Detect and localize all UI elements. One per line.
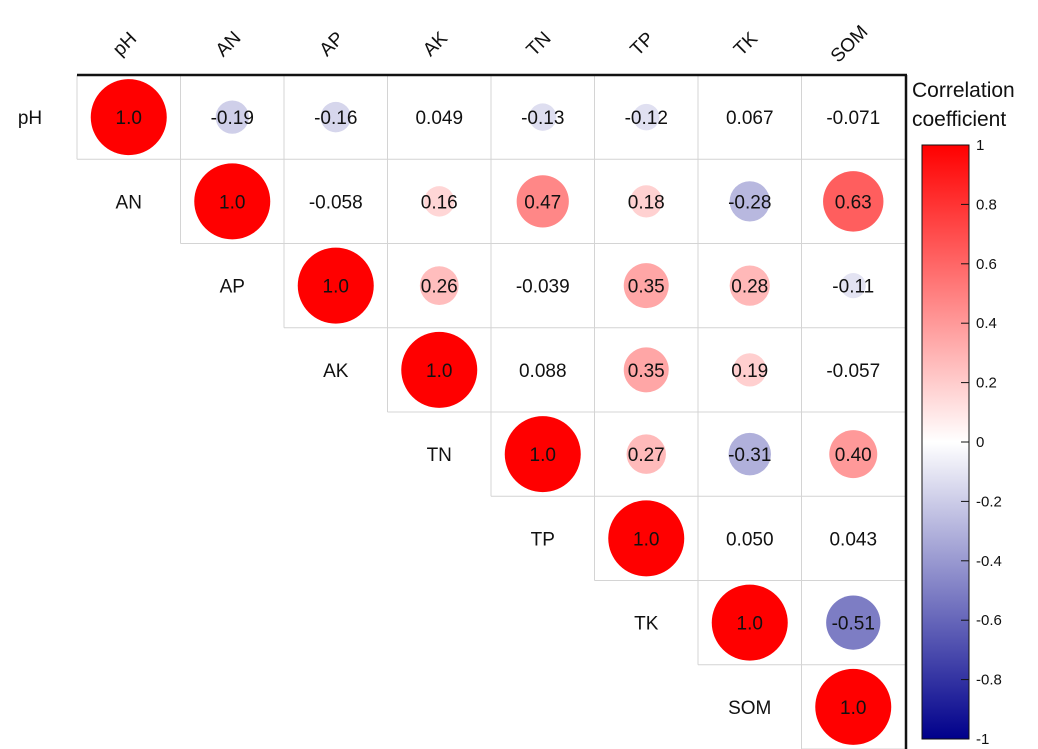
value-pH-AK: 0.049 — [415, 108, 463, 129]
value-AP-SOM: -0.11 — [832, 277, 874, 298]
value-TP-SOM: 0.043 — [829, 529, 877, 550]
value-AN-SOM: 0.63 — [835, 192, 872, 213]
row-label-TK: TK — [634, 614, 659, 635]
colorbar-tick-label: -1 — [976, 731, 989, 748]
value-AP-TN: -0.039 — [516, 277, 570, 298]
circle-AP-AK — [419, 266, 459, 306]
circle-pH-pH — [90, 79, 167, 156]
colorbar-tick-label: 0 — [976, 434, 984, 451]
top-label-TP: TP — [627, 28, 659, 60]
circle-TK-SOM — [826, 595, 881, 650]
colorbar-tick-label: 0.8 — [976, 196, 997, 213]
top-label-AP: AP — [316, 28, 349, 61]
value-pH-TP: -0.12 — [625, 108, 668, 129]
row-label-SOM: SOM — [728, 698, 771, 719]
circle-AP-TK — [729, 265, 770, 306]
row-label-AK: AK — [323, 361, 349, 382]
value-TN-TP: 0.27 — [628, 445, 665, 466]
row-label-TN: TN — [427, 445, 452, 466]
colorbar-title-line-2: coefficient — [912, 108, 1006, 131]
value-pH-pH: 1.0 — [116, 108, 142, 129]
value-AP-AK: 0.26 — [421, 277, 458, 298]
circle-TN-TP — [626, 434, 666, 474]
value-TK-TK: 1.0 — [737, 614, 763, 635]
value-AK-SOM: -0.057 — [826, 361, 880, 382]
circle-TK-TK — [711, 584, 788, 661]
circle-TN-TN — [504, 416, 581, 493]
value-AN-AK: 0.16 — [421, 192, 458, 213]
circle-pH-TP — [633, 103, 660, 131]
value-AN-AN: 1.0 — [219, 192, 245, 213]
circle-pH-TN — [529, 103, 557, 131]
circle-AN-SOM — [823, 171, 884, 232]
row-label-TP: TP — [531, 529, 555, 550]
value-AK-TN: 0.088 — [519, 361, 567, 382]
top-label-pH: pH — [109, 28, 141, 60]
value-pH-AP: -0.16 — [314, 108, 357, 129]
colorbar-tick-label: -0.4 — [976, 553, 1002, 570]
circle-AN-TN — [516, 175, 569, 228]
circle-SOM-SOM — [815, 668, 892, 745]
circle-pH-AN — [215, 100, 249, 134]
value-AP-AP: 1.0 — [323, 277, 349, 298]
value-AN-TN: 0.47 — [524, 192, 561, 213]
value-SOM-SOM: 1.0 — [840, 698, 866, 719]
top-label-TN: TN — [523, 28, 556, 61]
colorbar-tick-label: 1 — [976, 137, 984, 154]
value-AN-TK: -0.28 — [728, 192, 771, 213]
circle-AN-AN — [194, 163, 271, 240]
value-AK-TP: 0.35 — [628, 361, 665, 382]
row-label-pH: pH — [18, 108, 42, 129]
value-TK-SOM: -0.51 — [832, 614, 875, 635]
value-labels: 1.0 -0.19 -0.16 0.049 -0.13 -0.12 0.067 -0.071 1… — [116, 108, 881, 719]
colorbar-tick-label: 0.2 — [976, 375, 997, 392]
circle-AN-TP — [630, 185, 663, 218]
top-label-TK: TK — [730, 28, 762, 60]
value-AP-TP: 0.35 — [628, 277, 665, 298]
circle-AK-TK — [733, 353, 767, 387]
value-AK-TK: 0.19 — [731, 361, 768, 382]
value-TN-TK: -0.31 — [728, 445, 771, 466]
circle-TN-SOM — [829, 430, 878, 479]
top-label-SOM: SOM — [827, 22, 872, 67]
colorbar-tick-label: -0.8 — [976, 672, 1002, 689]
circle-AK-TP — [623, 347, 669, 393]
row-label-AP: AP — [220, 277, 245, 298]
value-AN-TP: 0.18 — [628, 192, 665, 213]
value-TN-SOM: 0.40 — [835, 445, 872, 466]
circle-AP-AP — [297, 247, 374, 324]
colorbar-tick-label: -0.6 — [976, 612, 1002, 629]
circle-AP-SOM — [840, 273, 866, 299]
colorbar-title-line-1: Correlation — [912, 79, 1015, 102]
value-AP-TK: 0.28 — [731, 277, 768, 298]
value-AK-AK: 1.0 — [426, 361, 452, 382]
colorbar-tick-label: 0.4 — [976, 315, 997, 332]
circle-AN-TK — [729, 181, 770, 222]
grid-lines — [76, 73, 908, 749]
value-TN-TN: 1.0 — [530, 445, 556, 466]
value-pH-TN: -0.13 — [521, 108, 564, 129]
value-TP-TP: 1.0 — [633, 529, 659, 550]
value-pH-AN: -0.19 — [211, 108, 254, 129]
value-pH-TK: 0.067 — [726, 108, 774, 129]
value-pH-SOM: -0.071 — [826, 108, 880, 129]
circle-AP-TP — [623, 263, 669, 309]
circle-TN-TK — [728, 432, 771, 476]
circle-AN-AK — [424, 186, 455, 217]
colorbar-tick-label: -0.2 — [976, 493, 1002, 510]
colorbar-tick-label: 0.6 — [976, 256, 997, 273]
circle-TP-TP — [608, 500, 685, 577]
correlation-circles — [90, 79, 892, 745]
row-label-AN: AN — [116, 192, 142, 213]
colorbar: Correlation coefficient 1 0.8 0.6 0.4 0.2 0 -0.2… — [912, 79, 1015, 748]
value-AN-AP: -0.058 — [309, 192, 363, 213]
circle-AK-AK — [401, 331, 478, 408]
value-TP-TK: 0.050 — [726, 529, 774, 550]
top-label-AK: AK — [419, 28, 452, 61]
circle-pH-AP — [320, 101, 351, 133]
top-label-AN: AN — [212, 28, 246, 62]
